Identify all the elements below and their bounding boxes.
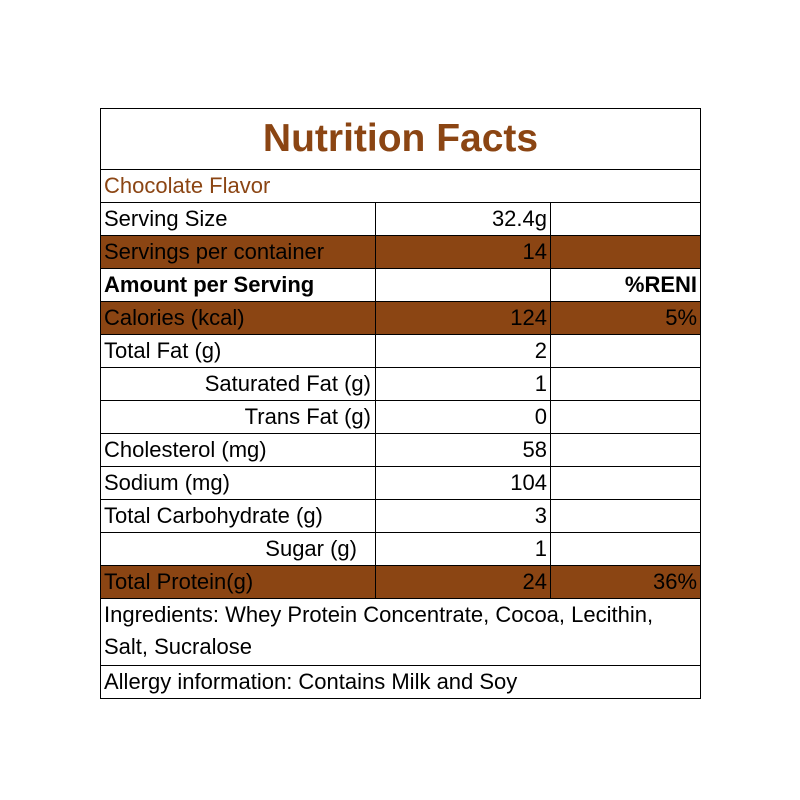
servings-per-container-row: Servings per container 14 [100, 235, 702, 269]
nutrient-label: Saturated Fat (g) [100, 367, 376, 401]
nutrient-value: 1 [375, 532, 551, 566]
amount-header-value [375, 268, 551, 302]
nutrient-value: 104 [375, 466, 551, 500]
nutrient-label: Total Carbohydrate (g) [100, 499, 376, 533]
amount-per-serving-label: Amount per Serving [100, 268, 376, 302]
amount-header-row: Amount per Serving %RENI [100, 268, 702, 302]
nutrient-row-total-protein: Total Protein(g) 24 36% [100, 565, 702, 599]
nutrient-row-saturated-fat: Saturated Fat (g) 1 [100, 367, 702, 401]
nutrient-row-sodium: Sodium (mg) 104 [100, 466, 702, 500]
nutrient-pct [549, 367, 702, 401]
nutrient-row-sugar: Sugar (g) 1 [100, 532, 702, 566]
nutrient-label: Cholesterol (mg) [100, 433, 376, 467]
nutrient-pct [549, 433, 702, 467]
flavor-name: Chocolate Flavor [99, 169, 702, 203]
nutrient-label: Total Protein(g) [100, 565, 376, 599]
nutrient-pct [549, 334, 702, 368]
nutrient-pct [549, 400, 702, 434]
serving-size-pct [549, 202, 702, 236]
ingredients-text: Ingredients: Whey Protein Concentrate, C… [99, 598, 702, 666]
title-row: Nutrition Facts [99, 108, 702, 170]
allergy-row: Allergy information: Contains Milk and S… [99, 665, 702, 699]
nutrient-row-calories: Calories (kcal) 124 5% [100, 301, 702, 335]
nutrient-value: 0 [375, 400, 551, 434]
label-title: Nutrition Facts [99, 108, 702, 170]
nutrient-pct [549, 499, 702, 533]
servings-per-container-label: Servings per container [100, 235, 376, 269]
nutrient-value: 2 [375, 334, 551, 368]
ingredients-row: Ingredients: Whey Protein Concentrate, C… [99, 598, 702, 666]
nutrient-row-cholesterol: Cholesterol (mg) 58 [100, 433, 702, 467]
nutrient-row-total-carbohydrate: Total Carbohydrate (g) 3 [100, 499, 702, 533]
flavor-row: Chocolate Flavor [99, 169, 702, 203]
nutrient-row-total-fat: Total Fat (g) 2 [100, 334, 702, 368]
nutrient-label: Total Fat (g) [100, 334, 376, 368]
nutrient-label: Sodium (mg) [100, 466, 376, 500]
pct-reni-label: %RENI [549, 268, 702, 302]
servings-per-container-value: 14 [375, 235, 551, 269]
nutrient-value: 24 [375, 565, 551, 599]
allergy-text: Allergy information: Contains Milk and S… [99, 665, 702, 699]
nutrient-row-trans-fat: Trans Fat (g) 0 [100, 400, 702, 434]
serving-size-value: 32.4g [375, 202, 551, 236]
nutrient-pct [549, 466, 702, 500]
nutrient-value: 3 [375, 499, 551, 533]
nutrient-value: 124 [375, 301, 551, 335]
nutrition-facts-table: Nutrition Facts Chocolate Flavor Serving… [99, 108, 702, 699]
serving-size-label: Serving Size [100, 202, 376, 236]
nutrient-value: 58 [375, 433, 551, 467]
nutrient-pct: 36% [549, 565, 702, 599]
nutrient-label: Trans Fat (g) [100, 400, 376, 434]
nutrient-pct [549, 532, 702, 566]
nutrient-label: Sugar (g) [100, 532, 376, 566]
serving-size-row: Serving Size 32.4g [100, 202, 702, 236]
servings-per-container-pct [549, 235, 702, 269]
nutrient-label: Calories (kcal) [100, 301, 376, 335]
nutrient-value: 1 [375, 367, 551, 401]
nutrient-pct: 5% [549, 301, 702, 335]
